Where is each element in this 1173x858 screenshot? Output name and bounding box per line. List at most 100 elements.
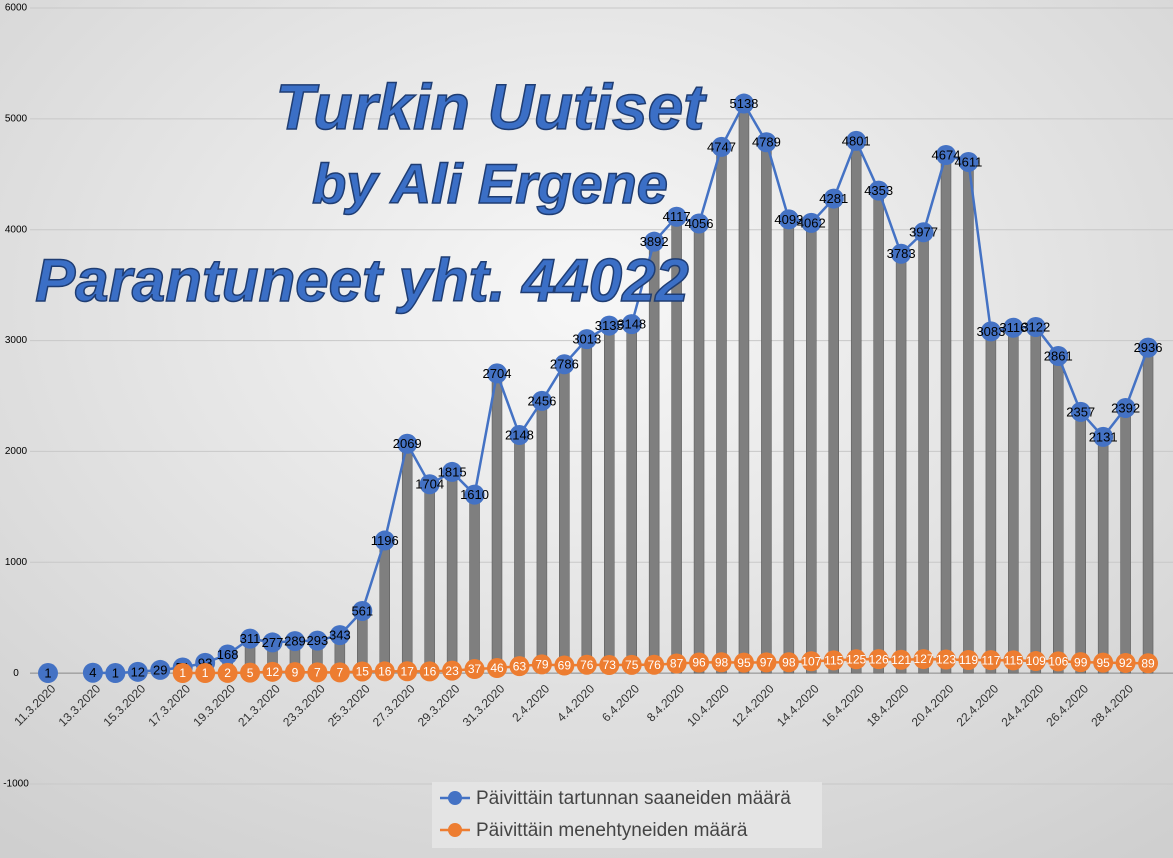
data-label: 119 xyxy=(959,653,978,667)
data-label: 87 xyxy=(670,657,684,671)
marker xyxy=(1093,426,1114,447)
data-label: 7 xyxy=(337,666,344,680)
marker xyxy=(487,363,507,384)
marker xyxy=(666,206,687,227)
data-label: 2 xyxy=(224,666,231,680)
marker xyxy=(105,663,126,684)
data-label: 2069 xyxy=(393,436,422,451)
marker xyxy=(868,649,889,670)
marker xyxy=(1025,651,1046,672)
marker xyxy=(1048,651,1069,672)
marker xyxy=(891,649,912,670)
bar xyxy=(1008,327,1019,674)
marker xyxy=(936,144,956,165)
data-label: 1610 xyxy=(460,487,489,502)
legend-marker xyxy=(448,791,462,805)
marker xyxy=(666,653,687,674)
data-label: 1 xyxy=(179,666,186,680)
marker xyxy=(980,321,1001,342)
data-label: 2357 xyxy=(1066,404,1095,419)
bar xyxy=(1097,436,1109,674)
marker xyxy=(240,662,261,683)
marker xyxy=(1093,652,1114,673)
data-label: 1 xyxy=(44,665,51,680)
marker xyxy=(913,222,934,243)
marker xyxy=(554,655,575,676)
marker xyxy=(599,315,620,336)
data-label: 75 xyxy=(625,658,639,672)
marker xyxy=(1025,317,1046,338)
annotation: Parantuneet yht. 44022 xyxy=(35,247,689,314)
bar xyxy=(716,146,727,674)
data-label: 311 xyxy=(240,631,261,646)
bar xyxy=(424,483,435,674)
marker xyxy=(329,662,350,683)
marker xyxy=(1138,653,1159,674)
data-label: 4789 xyxy=(752,135,781,150)
marker xyxy=(778,652,799,673)
data-label: 12 xyxy=(131,664,145,679)
marker xyxy=(576,329,597,350)
data-label: 3013 xyxy=(572,332,601,347)
data-label: 4056 xyxy=(685,216,714,231)
bar xyxy=(604,325,615,674)
marker xyxy=(689,652,710,673)
data-label: 4281 xyxy=(819,191,848,206)
marker xyxy=(397,433,418,454)
bar xyxy=(850,140,862,674)
marker xyxy=(217,644,238,665)
data-label: 2786 xyxy=(550,357,579,372)
data-label: 2456 xyxy=(527,393,556,408)
data-label: 69 xyxy=(558,659,572,673)
marker xyxy=(644,654,665,675)
marker xyxy=(352,661,373,682)
chart-title: Turkin Uutiset xyxy=(275,71,707,143)
bar xyxy=(873,190,884,674)
bar xyxy=(491,373,503,674)
data-label: 2392 xyxy=(1111,400,1140,415)
data-label: 2861 xyxy=(1044,348,1073,363)
marker xyxy=(374,530,395,551)
marker xyxy=(801,651,822,672)
marker xyxy=(307,662,328,683)
data-label: 12 xyxy=(266,665,280,679)
marker xyxy=(442,660,463,681)
data-label: 123 xyxy=(936,653,956,667)
data-label: 3135 xyxy=(595,318,624,333)
marker xyxy=(958,649,979,670)
marker xyxy=(711,652,732,673)
marker xyxy=(846,649,867,670)
data-label: 4062 xyxy=(797,215,826,230)
marker xyxy=(621,314,642,335)
data-label: 89 xyxy=(1141,656,1155,670)
data-label: 2131 xyxy=(1089,429,1118,444)
marker xyxy=(464,659,485,680)
bar xyxy=(693,223,705,674)
marker xyxy=(352,600,373,621)
data-label: 16 xyxy=(423,665,437,679)
data-label: 99 xyxy=(1074,655,1088,669)
data-label: 4747 xyxy=(707,139,736,154)
bar xyxy=(1075,411,1086,674)
marker xyxy=(127,661,148,682)
bar xyxy=(1053,355,1064,674)
bar xyxy=(738,103,750,674)
data-label: 127 xyxy=(914,652,934,666)
marker xyxy=(531,390,552,411)
data-label: 95 xyxy=(1096,656,1110,670)
marker xyxy=(240,628,261,649)
marker xyxy=(1138,337,1159,358)
data-label: 106 xyxy=(1048,655,1068,669)
marker xyxy=(711,136,732,157)
bar xyxy=(963,161,974,674)
data-label: 4353 xyxy=(864,183,893,198)
legend-marker xyxy=(448,823,462,837)
marker xyxy=(644,231,665,252)
data-label: 1 xyxy=(112,665,119,680)
bar xyxy=(536,400,548,674)
marker xyxy=(823,650,844,671)
data-label: 293 xyxy=(307,633,329,648)
data-label: 7 xyxy=(314,666,321,680)
marker xyxy=(823,188,844,209)
